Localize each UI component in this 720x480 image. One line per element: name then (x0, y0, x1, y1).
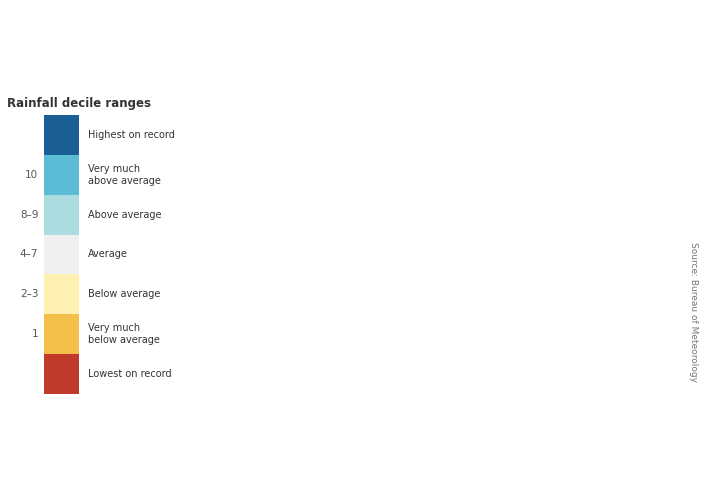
FancyBboxPatch shape (44, 354, 78, 394)
Text: Rainfall has been very low over
parts of southern Australia during
April to Octo: Rainfall has been very low over parts of… (454, 62, 660, 111)
Text: Below average: Below average (88, 289, 161, 299)
Text: Average: Average (88, 250, 127, 259)
Text: 2–3: 2–3 (20, 289, 38, 299)
FancyBboxPatch shape (44, 115, 78, 155)
Text: 1: 1 (32, 329, 38, 339)
Text: Highest on record: Highest on record (88, 130, 175, 140)
Text: Source: Bureau of Meteorology: Source: Bureau of Meteorology (690, 242, 698, 382)
FancyBboxPatch shape (44, 274, 78, 314)
Text: 4–7: 4–7 (20, 250, 38, 259)
Text: Rainfall decile ranges: Rainfall decile ranges (7, 96, 151, 109)
Text: 10: 10 (25, 170, 38, 180)
Text: Lowest on record: Lowest on record (88, 369, 171, 379)
FancyBboxPatch shape (44, 155, 78, 195)
FancyBboxPatch shape (44, 314, 78, 354)
Text: Above average: Above average (88, 210, 161, 220)
Text: Very much
below average: Very much below average (88, 323, 160, 345)
Text: Very much
above average: Very much above average (88, 164, 161, 186)
Text: 8–9: 8–9 (20, 210, 38, 220)
FancyBboxPatch shape (44, 235, 78, 274)
FancyBboxPatch shape (44, 195, 78, 235)
